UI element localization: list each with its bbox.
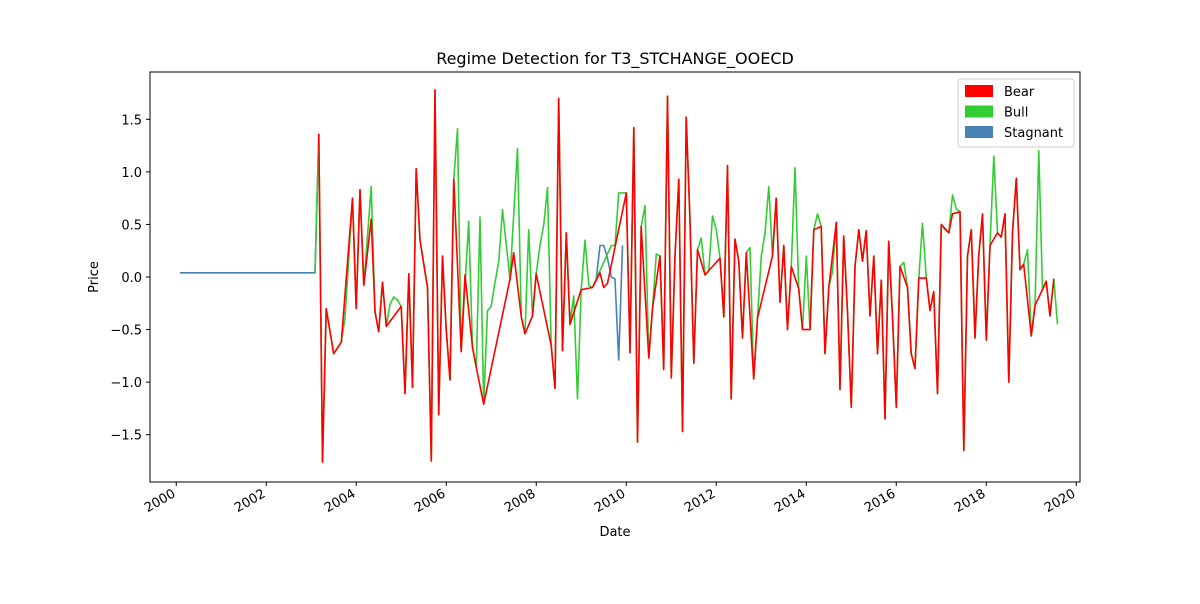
- y-tick-label: 0.0: [121, 271, 142, 286]
- y-tick-label: −1.5: [110, 429, 142, 444]
- y-tick-label: 0.5: [121, 218, 142, 233]
- y-tick-label: −1.0: [110, 376, 142, 391]
- legend-swatch-bull: [965, 105, 993, 118]
- y-axis-label: Price: [87, 261, 102, 293]
- series-line-stagnant: [595, 244, 624, 361]
- y-axis-ticks: −1.5 −1.0 −0.5 0.0 0.5 1.0 1.5: [110, 113, 150, 444]
- plot-lines: [180, 89, 1059, 463]
- y-tick-label: 1.5: [121, 113, 142, 128]
- legend-label-bear: Bear: [1004, 85, 1035, 100]
- legend-swatch-stagnant: [965, 126, 993, 138]
- plot-frame: [149, 71, 1081, 483]
- legend: Bear Bull Stagnant: [957, 78, 1075, 148]
- series-line-bear: [318, 89, 1055, 463]
- y-tick-label: 1.0: [121, 166, 142, 181]
- y-tick-label: −0.5: [110, 324, 142, 339]
- legend-swatch-bear: [965, 85, 993, 97]
- chart-title: Regime Detection for T3_STCHANGE_OOECD: [436, 49, 794, 69]
- legend-label-bull: Bull: [1004, 106, 1028, 121]
- x-axis-label: Date: [599, 525, 630, 540]
- legend-label-stagnant: Stagnant: [1004, 126, 1063, 141]
